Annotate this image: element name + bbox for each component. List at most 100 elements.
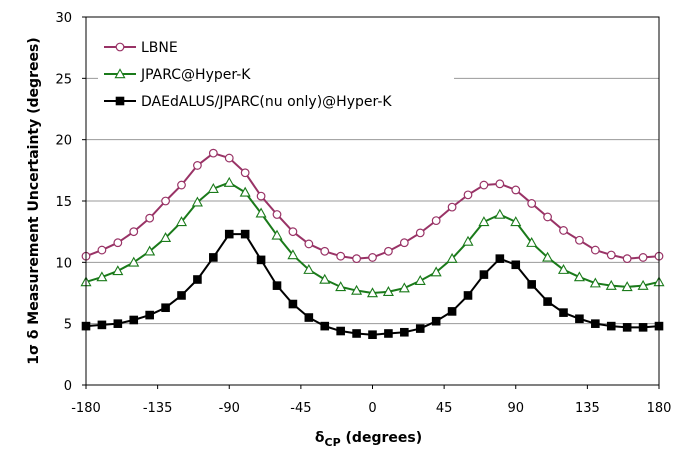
data-point bbox=[622, 254, 632, 264]
y-tick-label: 20 bbox=[55, 134, 72, 149]
y-tick-label: 0 bbox=[64, 379, 72, 394]
data-point bbox=[573, 271, 585, 282]
data-point bbox=[224, 153, 234, 163]
data-point bbox=[575, 314, 584, 324]
plot-frame bbox=[85, 16, 660, 386]
x-tick-label: -45 bbox=[290, 401, 311, 416]
y-tick-label: 10 bbox=[55, 256, 72, 271]
data-point bbox=[575, 235, 584, 245]
data-point bbox=[272, 281, 282, 290]
series-1 bbox=[80, 176, 665, 298]
legend-entry-0: LBNE bbox=[104, 40, 178, 56]
data-point bbox=[161, 196, 170, 206]
x-tick-label: -90 bbox=[219, 401, 240, 416]
legend-entry-2: DAEdALUS/JPARC(nu only)@Hyper-K bbox=[104, 94, 392, 110]
data-point bbox=[335, 281, 347, 292]
data-point bbox=[463, 190, 473, 200]
x-tick-label: 135 bbox=[575, 401, 600, 416]
data-point bbox=[129, 227, 139, 237]
data-point bbox=[223, 176, 235, 187]
series-2 bbox=[81, 229, 664, 340]
data-point bbox=[145, 213, 155, 223]
series-group bbox=[80, 148, 665, 340]
data-point bbox=[303, 263, 315, 274]
data-point bbox=[193, 275, 202, 284]
data-point bbox=[622, 323, 632, 332]
x-axis-label-main: δ bbox=[315, 430, 325, 446]
legend-entry-1: JPARC@Hyper-K bbox=[104, 67, 251, 83]
x-tick-label: 90 bbox=[507, 401, 524, 416]
data-point bbox=[193, 161, 202, 170]
data-point bbox=[479, 270, 489, 279]
data-point bbox=[96, 271, 108, 282]
legend-swatch-marker bbox=[115, 96, 125, 106]
data-point bbox=[478, 216, 490, 227]
y-tick-label: 25 bbox=[55, 72, 72, 87]
data-point bbox=[527, 280, 536, 289]
data-point bbox=[462, 235, 474, 246]
data-point bbox=[447, 307, 457, 316]
data-point bbox=[320, 321, 330, 331]
data-point bbox=[256, 255, 266, 265]
data-point bbox=[208, 148, 218, 158]
legend-label: DAEdALUS/JPARC(nu only)@Hyper-K bbox=[141, 94, 392, 110]
data-point bbox=[336, 251, 346, 261]
data-point bbox=[177, 291, 186, 300]
y-tick-label: 15 bbox=[55, 195, 72, 210]
x-tick-label: 45 bbox=[436, 401, 453, 416]
data-point bbox=[527, 199, 537, 208]
data-point bbox=[145, 310, 154, 320]
data-point bbox=[368, 253, 377, 262]
data-point bbox=[415, 324, 425, 333]
data-point bbox=[431, 316, 441, 326]
x-axis-label-rest: (degrees) bbox=[341, 430, 422, 446]
x-tick-label: -180 bbox=[71, 401, 101, 416]
data-point bbox=[589, 277, 601, 288]
data-point bbox=[304, 239, 314, 249]
data-point bbox=[479, 180, 489, 190]
data-point bbox=[129, 315, 139, 325]
data-point bbox=[352, 254, 361, 264]
data-point bbox=[175, 216, 188, 227]
legend-label: JPARC@Hyper-K bbox=[140, 67, 251, 83]
data-point bbox=[240, 168, 250, 178]
data-point bbox=[606, 321, 616, 331]
data-point bbox=[256, 191, 266, 201]
data-point bbox=[384, 329, 393, 338]
data-point bbox=[113, 319, 123, 328]
data-point bbox=[559, 226, 568, 235]
data-point bbox=[430, 266, 442, 277]
data-point bbox=[255, 207, 267, 218]
y-tick-label: 30 bbox=[55, 11, 72, 26]
y-tick-label: 5 bbox=[64, 318, 72, 333]
x-tick-label: 180 bbox=[647, 401, 672, 416]
data-point bbox=[526, 236, 538, 247]
data-point bbox=[447, 202, 457, 212]
series-line bbox=[85, 181, 660, 294]
legend-background bbox=[98, 30, 454, 116]
legend: LBNE JPARC@Hyper-K DAEdALUS/JPARC(nu only)… bbox=[98, 30, 454, 116]
data-point bbox=[112, 265, 124, 276]
data-point bbox=[638, 253, 648, 262]
data-point bbox=[382, 286, 394, 297]
data-point bbox=[511, 260, 521, 270]
data-point bbox=[224, 229, 234, 239]
legend-swatch-marker bbox=[115, 42, 125, 52]
data-point bbox=[319, 273, 331, 284]
data-point bbox=[542, 251, 554, 262]
data-point bbox=[97, 320, 107, 330]
data-point bbox=[495, 254, 505, 263]
data-point bbox=[415, 228, 425, 238]
series-line bbox=[85, 152, 660, 260]
data-point bbox=[113, 238, 123, 248]
data-point bbox=[494, 208, 506, 219]
data-point bbox=[638, 323, 648, 332]
data-point bbox=[288, 299, 298, 309]
x-tick-labels: -180 -135 -90 -45 0 45 90 135 180 bbox=[71, 385, 671, 416]
data-point bbox=[559, 308, 568, 317]
data-point bbox=[591, 319, 600, 328]
data-point bbox=[240, 229, 250, 239]
data-point bbox=[352, 329, 361, 338]
data-point bbox=[414, 275, 426, 285]
